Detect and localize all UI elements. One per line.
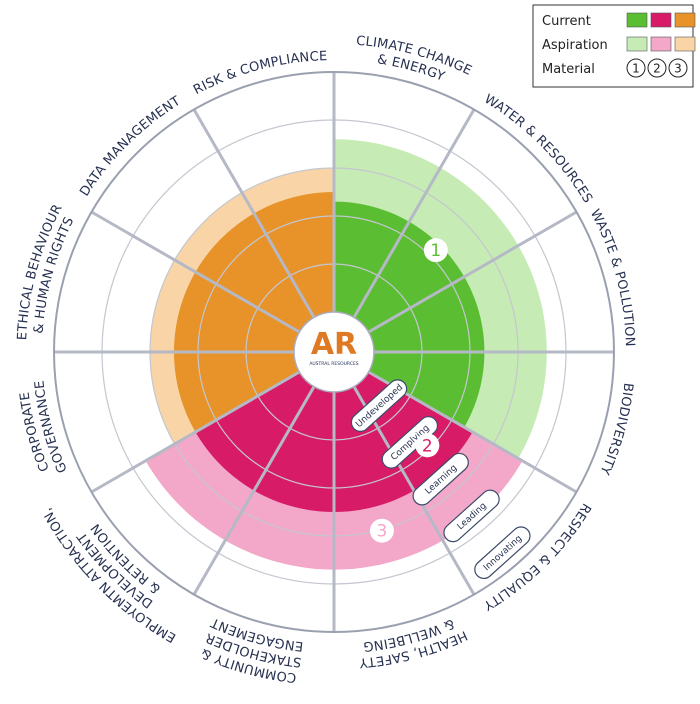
legend-material <box>647 58 667 78</box>
spoke <box>90 370 301 494</box>
level-pill-box <box>474 526 531 580</box>
legend-swatch <box>626 12 648 28</box>
material-marker <box>369 518 394 543</box>
legend-material-number: 1 <box>632 62 640 76</box>
material-number: 2 <box>422 436 433 456</box>
spoke <box>90 210 301 334</box>
legend-material-number: 3 <box>674 62 682 76</box>
legend-material <box>626 58 646 78</box>
material-number: 1 <box>430 241 441 261</box>
legend-swatch <box>674 36 696 52</box>
spoke <box>352 108 476 319</box>
outer-ring <box>53 71 615 633</box>
logo: AR <box>311 327 357 362</box>
level-pill-box <box>412 452 469 506</box>
spoke <box>192 385 316 596</box>
legend-label: Current <box>542 14 591 29</box>
level-pill: Learning <box>412 452 469 506</box>
legend-swatch <box>650 36 672 52</box>
material-marker <box>423 238 448 263</box>
legend-label: Material <box>542 62 595 77</box>
level-pill-box <box>381 416 439 469</box>
level-pill-box <box>350 379 408 432</box>
legend-swatch <box>674 12 696 28</box>
logo-caption: AUSTRAL RESOURCES <box>309 361 358 367</box>
legend-material-number: 2 <box>653 62 661 76</box>
current-sector <box>173 192 334 432</box>
logo-badge <box>293 311 375 393</box>
legend-swatch <box>626 36 648 52</box>
current-sector <box>334 201 485 428</box>
legend-material <box>668 58 688 78</box>
spoke <box>192 108 316 319</box>
level-pill-box <box>443 489 500 543</box>
material-number: 3 <box>376 522 387 542</box>
material-marker <box>415 433 440 458</box>
spoke <box>367 210 578 334</box>
legend: Current Aspiration Material 1 2 3 <box>532 4 696 88</box>
legend-label: Aspiration <box>542 38 608 53</box>
legend-swatch <box>650 12 672 28</box>
